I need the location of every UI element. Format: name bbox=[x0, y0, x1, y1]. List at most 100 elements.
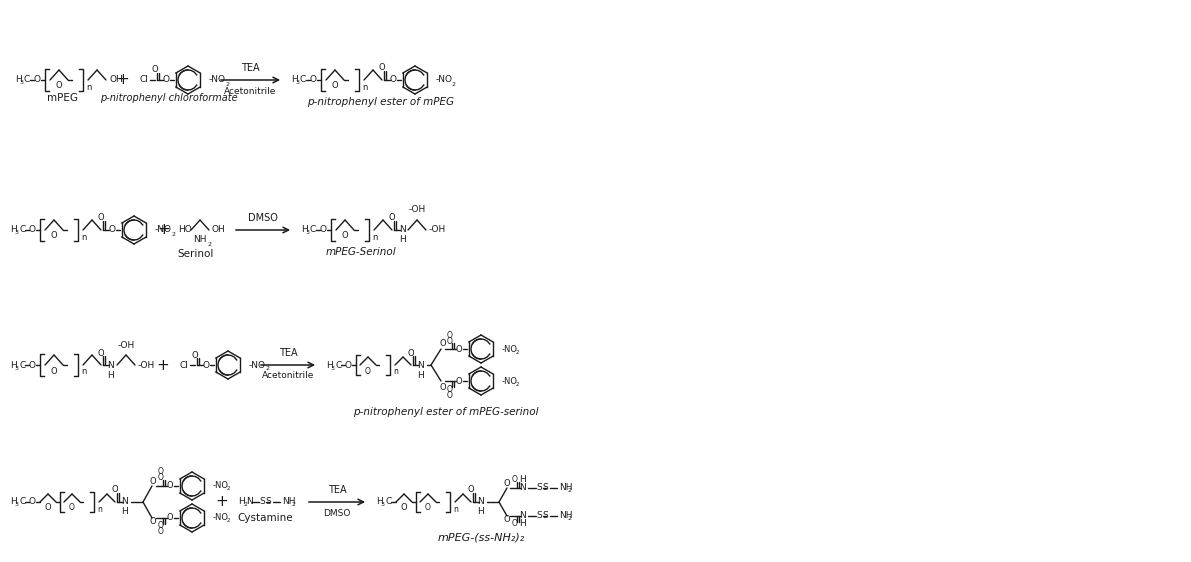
Text: NH: NH bbox=[559, 483, 573, 492]
Text: TEA: TEA bbox=[328, 485, 347, 495]
Text: -OH: -OH bbox=[429, 225, 447, 234]
Text: H: H bbox=[301, 225, 307, 234]
Text: Cl: Cl bbox=[179, 360, 188, 369]
Text: mPEG: mPEG bbox=[48, 93, 79, 103]
Text: NH: NH bbox=[559, 511, 573, 520]
Text: HO: HO bbox=[177, 225, 192, 234]
Text: O: O bbox=[310, 75, 317, 84]
Text: O: O bbox=[158, 522, 164, 531]
Text: O: O bbox=[69, 504, 75, 513]
Text: C: C bbox=[385, 497, 392, 506]
Text: N: N bbox=[399, 225, 405, 234]
Text: O: O bbox=[29, 360, 36, 369]
Text: O: O bbox=[151, 66, 158, 75]
Text: O: O bbox=[379, 64, 386, 72]
Text: -NO: -NO bbox=[213, 482, 229, 491]
Text: O: O bbox=[112, 486, 118, 495]
Text: O: O bbox=[162, 75, 169, 84]
Text: O: O bbox=[342, 232, 348, 241]
Text: O: O bbox=[158, 528, 164, 537]
Text: S: S bbox=[266, 497, 270, 506]
Text: 2: 2 bbox=[243, 502, 247, 507]
Text: H: H bbox=[10, 225, 17, 234]
Text: S: S bbox=[536, 483, 542, 492]
Text: O: O bbox=[447, 337, 453, 346]
Text: O: O bbox=[512, 519, 518, 528]
Text: O: O bbox=[447, 391, 453, 400]
Text: TEA: TEA bbox=[242, 63, 260, 73]
Text: H: H bbox=[399, 235, 405, 244]
Text: O: O bbox=[389, 75, 397, 84]
Text: 2: 2 bbox=[266, 366, 269, 371]
Text: O: O bbox=[319, 225, 326, 234]
Text: O: O bbox=[456, 345, 462, 353]
Text: O: O bbox=[447, 384, 453, 393]
Text: Serinol: Serinol bbox=[177, 249, 214, 259]
Text: p-nitrophenyl chloroformate: p-nitrophenyl chloroformate bbox=[100, 93, 238, 103]
Text: H: H bbox=[418, 370, 424, 379]
Text: C: C bbox=[19, 360, 25, 369]
Text: -OH: -OH bbox=[138, 360, 155, 369]
Text: C: C bbox=[310, 225, 317, 234]
Text: -NO: -NO bbox=[501, 377, 518, 386]
Text: -NO: -NO bbox=[213, 514, 229, 523]
Text: O: O bbox=[366, 366, 370, 375]
Text: O: O bbox=[29, 497, 36, 506]
Text: N: N bbox=[107, 360, 114, 369]
Text: N: N bbox=[418, 360, 424, 369]
Text: O: O bbox=[468, 486, 474, 495]
Text: 3: 3 bbox=[20, 80, 24, 85]
Text: O: O bbox=[192, 351, 199, 360]
Text: DMSO: DMSO bbox=[323, 509, 350, 518]
Text: n: n bbox=[362, 83, 367, 92]
Text: Cl: Cl bbox=[139, 75, 148, 84]
Text: OH: OH bbox=[110, 75, 123, 84]
Text: 2: 2 bbox=[227, 519, 231, 523]
Text: O: O bbox=[51, 366, 57, 375]
Text: -NO: -NO bbox=[501, 345, 518, 353]
Text: O: O bbox=[150, 478, 156, 487]
Text: 3: 3 bbox=[381, 502, 385, 507]
Text: O: O bbox=[344, 360, 351, 369]
Text: 3: 3 bbox=[15, 502, 19, 507]
Text: C: C bbox=[19, 225, 25, 234]
Text: O: O bbox=[202, 360, 210, 369]
Text: O: O bbox=[150, 518, 156, 527]
Text: C: C bbox=[300, 75, 306, 84]
Text: -NO: -NO bbox=[436, 75, 453, 84]
Text: +: + bbox=[117, 72, 130, 88]
Text: mPEG-Serinol: mPEG-Serinol bbox=[325, 247, 397, 257]
Text: O: O bbox=[56, 81, 62, 90]
Text: +: + bbox=[157, 357, 169, 373]
Text: 2: 2 bbox=[207, 242, 211, 247]
Text: O: O bbox=[504, 515, 510, 524]
Text: O: O bbox=[98, 214, 105, 223]
Text: n: n bbox=[372, 233, 378, 242]
Text: C: C bbox=[19, 497, 25, 506]
Text: O: O bbox=[512, 475, 518, 484]
Text: O: O bbox=[331, 81, 338, 90]
Text: S: S bbox=[542, 483, 548, 492]
Text: 3: 3 bbox=[297, 80, 300, 85]
Text: O: O bbox=[439, 383, 447, 392]
Text: 3: 3 bbox=[306, 230, 310, 235]
Text: H: H bbox=[121, 507, 129, 516]
Text: H: H bbox=[519, 519, 526, 528]
Text: 2: 2 bbox=[516, 382, 519, 387]
Text: O: O bbox=[439, 338, 447, 347]
Text: O: O bbox=[108, 225, 116, 234]
Text: n: n bbox=[393, 368, 398, 377]
Text: C: C bbox=[335, 360, 342, 369]
Text: NH: NH bbox=[193, 235, 207, 244]
Text: OH: OH bbox=[212, 225, 226, 234]
Text: n: n bbox=[453, 505, 457, 514]
Text: n: n bbox=[81, 233, 87, 242]
Text: DMSO: DMSO bbox=[248, 213, 278, 223]
Text: 2: 2 bbox=[568, 488, 572, 493]
Text: O: O bbox=[167, 514, 174, 523]
Text: H: H bbox=[519, 475, 526, 484]
Text: O: O bbox=[407, 348, 414, 357]
Text: -NO: -NO bbox=[208, 75, 226, 84]
Text: O: O bbox=[167, 482, 174, 491]
Text: S: S bbox=[260, 497, 264, 506]
